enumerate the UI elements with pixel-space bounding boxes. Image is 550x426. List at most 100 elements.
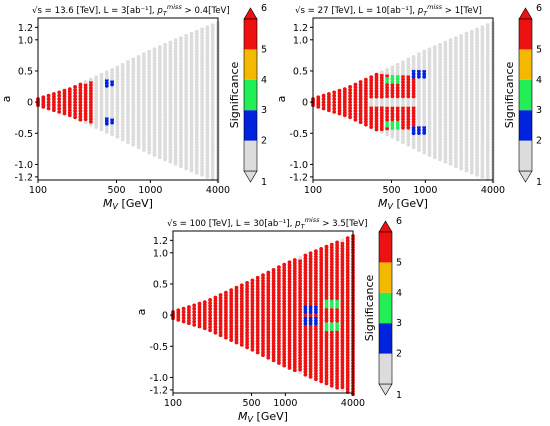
scatter-point [189, 37, 194, 42]
scatter-point [163, 137, 168, 142]
scatter-point [329, 378, 334, 382]
scatter-point [303, 290, 308, 295]
scatter-point [432, 86, 437, 91]
colorbar-bin [379, 232, 392, 263]
colorbar-under-arrow [243, 170, 258, 183]
scatter-point [422, 119, 427, 124]
scatter-point [120, 114, 125, 119]
scatter-point [173, 142, 178, 147]
scatter-point [345, 276, 350, 280]
scatter-point [224, 307, 228, 312]
scatter-point [287, 260, 292, 265]
scatter-point [464, 157, 469, 162]
scatter-point [454, 77, 458, 82]
scatter-point [464, 162, 469, 167]
scatter-point [205, 64, 210, 68]
scatter-point [480, 89, 485, 93]
scatter-point [78, 88, 83, 93]
scatter-point [277, 361, 281, 365]
scatter-point [485, 114, 490, 119]
scatter-point [194, 151, 199, 155]
scatter-point [245, 283, 249, 288]
scatter-point [163, 74, 168, 79]
scatter-point [292, 285, 297, 290]
scatter-point [194, 139, 199, 144]
scatter-point [292, 269, 297, 273]
scatter-point [287, 279, 292, 284]
scatter-point [179, 158, 183, 163]
scatter-point [168, 145, 173, 150]
scatter-point [110, 109, 114, 113]
scatter-point [422, 83, 427, 88]
scatter-point [314, 352, 318, 356]
scatter-point [210, 160, 215, 164]
scatter-point [292, 307, 297, 312]
scatter-point [298, 318, 302, 323]
scatter-point [443, 117, 448, 121]
scatter-point [374, 86, 379, 91]
scatter-point [459, 42, 464, 46]
scatter-point [438, 146, 442, 150]
scatter-point [314, 357, 318, 362]
scatter-point [485, 171, 490, 176]
scatter-point [89, 111, 93, 116]
scatter-point [432, 69, 437, 74]
scatter-point [250, 313, 255, 317]
scatter-point [41, 95, 46, 100]
scatter-point [147, 55, 152, 60]
scatter-point [480, 105, 485, 110]
scatter-point [200, 83, 205, 88]
scatter-point [120, 131, 125, 136]
scatter-point [443, 111, 448, 116]
scatter-point [163, 83, 168, 87]
scatter-point [271, 282, 276, 286]
scatter-point [308, 338, 313, 343]
scatter-point [406, 111, 411, 116]
scatter-point [459, 80, 464, 85]
scatter-point [335, 293, 339, 298]
scatter-point [157, 97, 162, 102]
scatter-point [83, 80, 88, 84]
scatter-point [115, 80, 120, 84]
scatter-point [234, 340, 239, 345]
y-tick-label: 1.2 [18, 23, 33, 34]
scatter-point [168, 77, 173, 82]
scatter-point [229, 327, 234, 331]
scatter-point [406, 117, 411, 122]
scatter-point [422, 72, 427, 76]
scatter-point [335, 344, 339, 348]
scatter-point [173, 46, 178, 51]
scatter-point [298, 255, 302, 260]
scatter-point [340, 371, 345, 376]
scatter-point [179, 128, 183, 132]
scatter-point [181, 313, 186, 317]
scatter-point [438, 157, 442, 162]
scatter-point [152, 122, 157, 127]
scatter-point [46, 97, 51, 101]
scatter-point [345, 296, 350, 300]
scatter-point [443, 52, 448, 56]
scatter-point [319, 324, 324, 329]
scatter-point [319, 351, 324, 356]
scatter-point [152, 116, 157, 121]
scatter-point [324, 347, 329, 352]
scatter-point [173, 77, 178, 82]
scatter-point [94, 94, 99, 99]
scatter-point [67, 100, 72, 104]
scatter-point [142, 128, 146, 133]
scatter-point [147, 108, 152, 113]
scatter-point [202, 308, 207, 312]
x-tick-label: 500 [242, 398, 260, 409]
scatter-point [353, 88, 358, 93]
scatter-point [469, 114, 474, 119]
scatter-point [110, 106, 114, 110]
scatter-point [266, 310, 271, 315]
scatter-point [173, 159, 178, 164]
scatter-point [454, 36, 458, 40]
scatter-point [210, 31, 215, 36]
scatter-point [245, 330, 249, 335]
scatter-point [422, 60, 427, 65]
scatter-point [443, 66, 448, 70]
colorbar-bin [379, 262, 392, 293]
scatter-point [335, 290, 339, 295]
